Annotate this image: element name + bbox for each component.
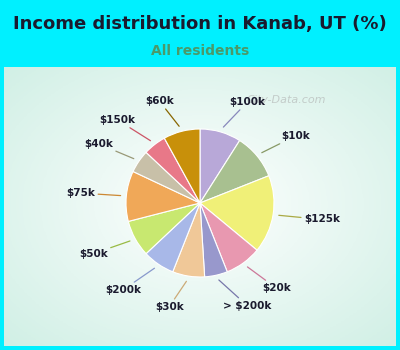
Text: Income distribution in Kanab, UT (%): Income distribution in Kanab, UT (%) — [13, 15, 387, 34]
Wedge shape — [200, 140, 269, 203]
Text: $40k: $40k — [84, 139, 134, 159]
Text: All residents: All residents — [151, 44, 249, 58]
Wedge shape — [200, 129, 240, 203]
Text: $150k: $150k — [100, 115, 150, 141]
Text: $20k: $20k — [248, 267, 290, 293]
Text: City-Data.com: City-Data.com — [246, 95, 326, 105]
Wedge shape — [133, 152, 200, 203]
Text: $100k: $100k — [223, 97, 265, 127]
Text: $60k: $60k — [145, 96, 179, 126]
Wedge shape — [173, 203, 205, 277]
Text: > $200k: > $200k — [219, 280, 271, 310]
Text: $50k: $50k — [79, 241, 130, 259]
Wedge shape — [200, 203, 257, 272]
Wedge shape — [128, 203, 200, 254]
Wedge shape — [126, 172, 200, 222]
Wedge shape — [146, 138, 200, 203]
Wedge shape — [146, 203, 200, 272]
Text: $75k: $75k — [66, 188, 121, 198]
Text: $200k: $200k — [105, 268, 154, 295]
Wedge shape — [200, 203, 227, 277]
Wedge shape — [200, 176, 274, 250]
Text: $125k: $125k — [279, 215, 340, 224]
Wedge shape — [164, 129, 200, 203]
Text: $30k: $30k — [155, 281, 186, 312]
Text: $10k: $10k — [262, 131, 310, 153]
